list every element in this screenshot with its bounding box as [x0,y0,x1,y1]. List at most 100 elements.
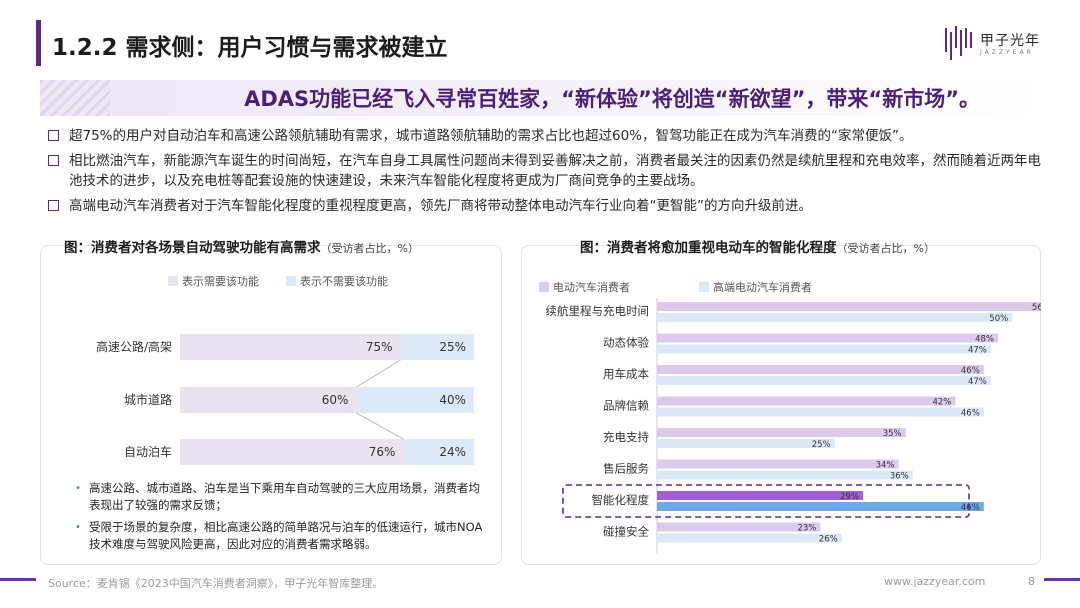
bar [657,459,899,469]
bar [657,313,1013,322]
highlight-box [562,484,970,518]
jazzyear-logo-icon [945,26,972,60]
legend-swatch [286,276,296,286]
data-label: 76% [369,445,396,459]
bar [657,302,1041,311]
key-point-text: 超75%的用户对自动泊车和高速公路领航辅助有需求，城市道路领航辅助的需求占比也超… [69,128,913,144]
data-label: 25% [439,340,466,354]
footer-accent-right [1044,578,1080,581]
bar [657,365,984,374]
data-label: 46% [961,409,980,419]
data-label: 46% [961,366,980,376]
key-point-text: 高端电动汽车消费者对于汽车智能化程度的重视程度更高，领先厂商将带动整体电动汽车行… [69,198,812,214]
note-item: • 高速公路、城市道路、泊车是当下乘用车自动驾驶的三大应用场景，消费者均表现出了… [75,480,485,514]
site-url: www.jazzyear.com [884,575,986,588]
data-label: 29% [840,492,859,502]
data-label: 40% [439,393,466,407]
bar [657,407,984,417]
legend-swatch [539,282,549,292]
left-chart-notes: • 高速公路、城市道路、泊车是当下乘用车自动驾驶的三大应用场景，消费者均表现出了… [75,480,485,558]
category-label: 续航里程与充电时间 [546,304,650,318]
left-chart-title-text: 图：消费者对各场景自动驾驶功能有高需求 [64,240,321,256]
data-label: 26% [819,535,838,545]
category-label: 智能化程度 [592,493,650,507]
bar-no-need [403,439,474,465]
data-label: 42% [932,398,951,408]
category-label: 充电支持 [603,430,649,444]
data-label: 36% [890,472,909,482]
category-label: 碰撞安全 [603,525,649,539]
note-item: • 受限于场景的复杂度，相比高速公路的简单路况与泊车的低速运行，城市NOA技术难… [75,519,485,553]
bar [657,396,956,406]
legend-swatch [168,276,178,286]
data-label: 46% [961,503,980,513]
data-label: 56% [1032,303,1041,313]
bar [657,428,906,437]
footer-accent-left [0,578,36,581]
bar [657,344,991,354]
category-label: 品牌信赖 [603,399,649,413]
key-point: 超75%的用户对自动泊车和高速公路领航辅助有需求，城市道路领航辅助的需求占比也超… [48,126,1048,146]
data-label: 60% [322,393,349,407]
ev-priority-grouped-bar-chart: 电动汽车消费者高端电动汽车消费者续航里程与充电时间56%50%动态体验48%47… [539,280,1041,554]
right-chart-subtitle: （受访者占比，%） [836,242,935,255]
logo-subtitle: JAZZYEAR [980,49,1034,56]
connector-line [356,412,404,440]
bar-need [180,387,357,413]
data-label: 48% [975,335,994,345]
note-text: 受限于场景的复杂度，相比高速公路的简单路况与泊车的低速运行，城市NOA技术难度与… [89,520,483,551]
right-chart-title: 图：消费者将愈加重视电动车的智能化程度（受访者占比，%） [580,236,935,256]
bar [657,333,998,343]
bar-need [180,334,401,360]
bar [657,439,835,448]
bar-need [180,439,404,465]
bar [657,522,821,532]
data-label: 24% [439,445,466,459]
page-title: 1.2.2 需求侧：用户习惯与需求被建立 [52,35,448,61]
key-point: 高端电动汽车消费者对于汽车智能化程度的重视程度更高，领先厂商将带动整体电动汽车行… [48,196,1048,216]
headline-banner [40,80,1040,116]
key-point-text: 相比燃油汽车，新能源汽车诞生的时间尚短，在汽车自身工具属性问题尚未得到妥善解决之… [69,153,1041,189]
data-label: 75% [366,340,393,354]
source-note: Source：麦肯锡《2023中国汽车消费者洞察》，甲子光年智库整理。 [48,577,384,590]
data-label: 23% [797,524,816,534]
category-label: 售后服务 [603,462,649,476]
dot-bullet-icon: • [75,483,81,494]
category-label: 高速公路/高架 [96,339,172,354]
square-bullet-icon [48,130,59,141]
right-chart-title-text: 图：消费者将愈加重视电动车的智能化程度 [580,240,837,256]
headline-text: ADAS功能已经飞入寻常百姓家，“新体验”将创造“新欲望”，带来“新市场”。 [244,87,980,111]
logo-name: 甲子光年 [980,33,1040,49]
connector-line [356,359,401,388]
category-label: 城市道路 [124,392,172,407]
bar-no-need [356,387,474,413]
title-accent-bar [36,20,41,66]
banner-decoration [40,80,110,116]
data-label: 50% [989,314,1008,324]
bar [657,376,991,385]
data-label: 25% [812,440,831,450]
legend-label: 高端电动汽车消费者 [713,280,812,294]
square-bullet-icon [48,200,59,211]
legend-swatch [699,282,709,292]
note-text: 高速公路、城市道路、泊车是当下乘用车自动驾驶的三大应用场景，消费者均表现出了较强… [89,481,480,512]
legend-label: 电动汽车消费者 [553,280,630,294]
left-chart-title: 图：消费者对各场景自动驾驶功能有高需求（受访者占比，%） [64,236,419,256]
key-points: 超75%的用户对自动泊车和高速公路领航辅助有需求，城市道路领航辅助的需求占比也超… [48,126,1048,221]
category-label: 用车成本 [603,367,649,381]
square-bullet-icon [48,155,59,166]
data-label: 34% [876,461,895,471]
bar [657,491,864,500]
bar [657,533,842,543]
category-label: 自动泊车 [124,444,172,459]
dot-bullet-icon: • [75,522,81,533]
legend-label: 表示不需要该功能 [300,274,388,288]
data-label: 47% [968,377,987,387]
data-label: 35% [883,429,902,439]
bar-no-need [400,334,474,360]
bar [657,470,913,480]
key-point: 相比燃油汽车，新能源汽车诞生的时间尚短，在汽车自身工具属性问题尚未得到妥善解决之… [48,151,1048,191]
legend-label: 表示需要该功能 [182,274,259,288]
left-chart-subtitle: （受访者占比，%） [320,242,419,255]
page-number: 8 [1028,575,1035,588]
